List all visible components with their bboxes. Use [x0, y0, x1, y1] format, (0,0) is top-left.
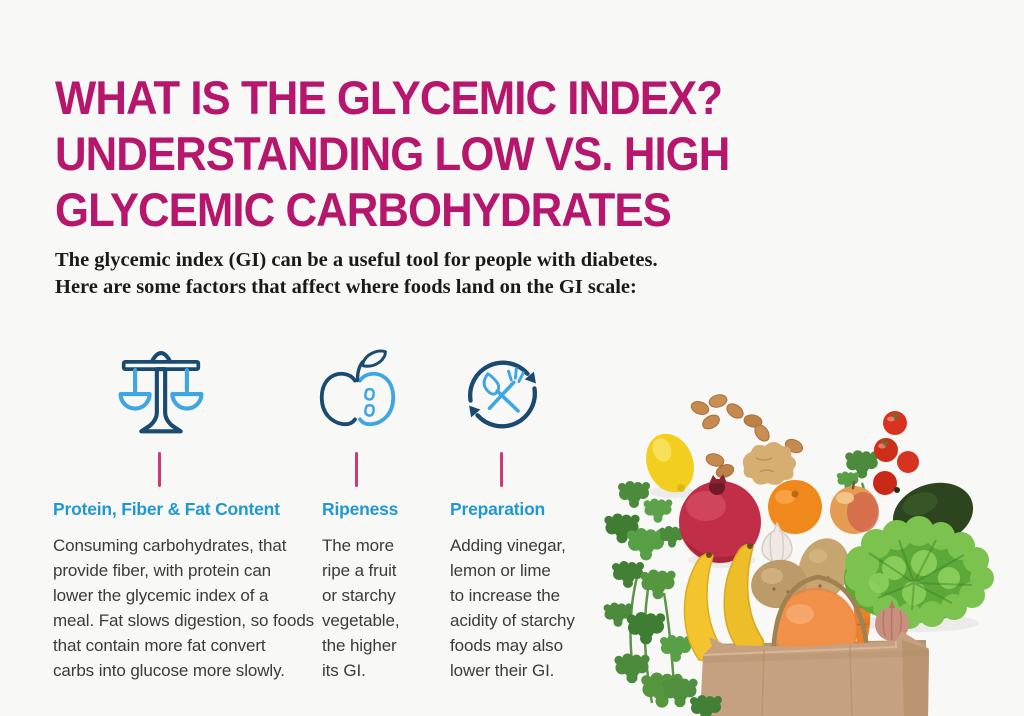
factor-tick	[500, 452, 503, 487]
cherry-tomatoes	[873, 411, 919, 495]
factor-protein-fiber-fat: Protein, Fiber & Fat Content Consuming c…	[53, 499, 321, 683]
ginger-root	[742, 442, 797, 485]
factor-tick	[158, 452, 161, 487]
page-title: WHAT IS THE GLYCEMIC INDEX? UNDERSTANDING…	[55, 71, 730, 236]
lemon	[646, 433, 694, 498]
factor-heading: Protein, Fiber & Fat Content	[53, 499, 280, 519]
factor-body: Adding vinegar, lemon or lime to increase …	[450, 536, 575, 680]
factor-tick	[355, 452, 358, 487]
intro-text: The glycemic index (GI) can be a useful …	[55, 249, 658, 298]
parsley	[603, 481, 692, 708]
factor-ripeness: Ripeness The more ripe a fruit or starchy v…	[322, 499, 444, 683]
half-apple-icon	[311, 345, 404, 438]
factor-heading: Ripeness	[322, 499, 399, 519]
factor-preparation: Preparation Adding vinegar, lemon or lime…	[450, 499, 612, 683]
lettuce	[844, 516, 994, 632]
bananas	[683, 543, 765, 662]
factor-body: Consuming carbohydrates, that provide fib…	[53, 536, 315, 680]
grocery-photo	[603, 394, 994, 716]
factor-body: The more ripe a fruit or starchy vegetable,…	[322, 536, 400, 680]
balance-scale-icon	[104, 336, 218, 450]
mandarin-orange	[768, 480, 822, 534]
factor-heading: Preparation	[450, 499, 546, 519]
paper-bag-front	[700, 631, 929, 716]
almonds	[690, 394, 804, 478]
preparation-cycle-icon	[455, 347, 550, 442]
apple	[830, 480, 879, 534]
